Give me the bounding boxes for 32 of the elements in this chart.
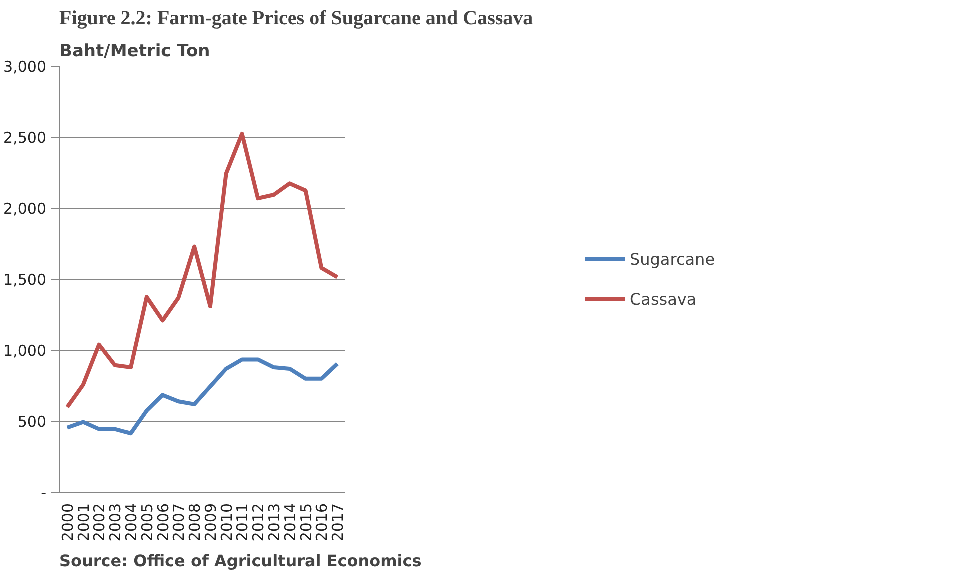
legend-label: Cassava (630, 290, 697, 308)
x-tick-label: 2016 (313, 503, 332, 542)
line-series (65, 132, 340, 410)
y-tick-label: - (41, 484, 47, 502)
x-tick-label: 2003 (106, 503, 125, 542)
y-tick-label: 3,000 (4, 58, 47, 76)
y-tick-label: 2,500 (4, 129, 47, 147)
x-tick-label: 2015 (297, 503, 316, 542)
x-tick-label: 2009 (202, 503, 220, 542)
chart-title: Figure 2.2: Farm-gate Prices of Sugarcane and Cassava (60, 8, 534, 30)
x-tick-label: 2004 (122, 503, 140, 542)
source-note: Source: Office of Agricultural Economics (60, 552, 422, 570)
x-tick-label: 2017 (329, 503, 348, 542)
x-tick-label: 2011 (234, 503, 252, 542)
x-tick-label: 2000 (58, 503, 77, 542)
y-tick-label: 500 (18, 413, 47, 431)
y-tick-label: 1,500 (4, 271, 47, 289)
x-tick-label: 2013 (266, 503, 284, 542)
x-tick-label: 2006 (154, 503, 172, 542)
x-tick-label: 2001 (74, 503, 93, 542)
x-tick-label: 2012 (250, 503, 268, 542)
y-axis-title: Baht/Metric Ton (60, 42, 210, 62)
x-tick-label: 2014 (281, 503, 300, 542)
x-tick-label: 2007 (170, 503, 188, 542)
x-tick-label: 2005 (138, 503, 156, 542)
y-tick-label: 1,000 (4, 342, 47, 360)
legend-label: Sugarcane (630, 250, 716, 268)
x-tick-label: 2010 (218, 503, 236, 542)
x-tick-label: 2002 (90, 503, 109, 542)
x-tick-label: 2008 (186, 503, 204, 542)
y-tick-label: 2,000 (4, 200, 47, 218)
line-series (65, 358, 340, 436)
